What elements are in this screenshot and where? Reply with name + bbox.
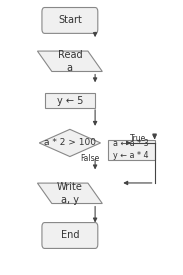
Polygon shape <box>38 183 102 204</box>
FancyBboxPatch shape <box>108 139 155 160</box>
Polygon shape <box>39 129 100 156</box>
Text: y ← 5: y ← 5 <box>57 96 83 106</box>
Text: Write
a, y: Write a, y <box>57 182 83 205</box>
FancyBboxPatch shape <box>42 7 98 33</box>
Text: a * 2 > 100: a * 2 > 100 <box>44 138 96 147</box>
Polygon shape <box>38 51 102 72</box>
FancyBboxPatch shape <box>42 222 98 248</box>
FancyBboxPatch shape <box>45 93 95 108</box>
Text: True: True <box>130 134 147 143</box>
Text: a ← a * 3
y ← a * 4: a ← a * 3 y ← a * 4 <box>113 139 149 160</box>
Text: False: False <box>81 154 100 163</box>
Text: Start: Start <box>58 15 82 26</box>
Text: Read
a: Read a <box>58 50 82 73</box>
Text: End: End <box>61 230 79 241</box>
